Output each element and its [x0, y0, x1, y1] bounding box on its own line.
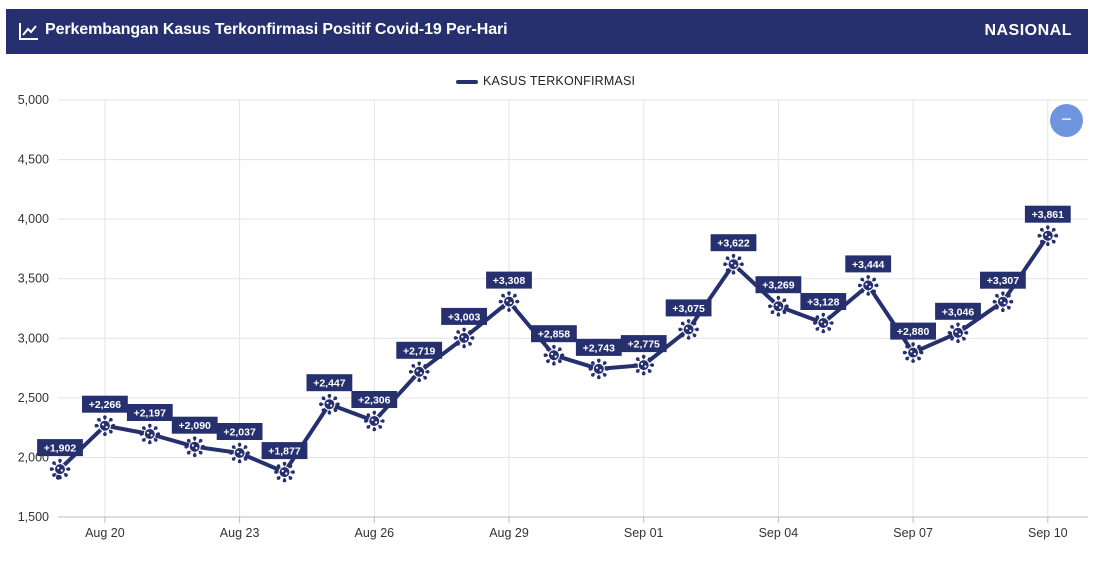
data-label: +2,037 — [216, 423, 263, 440]
data-label: +2,447 — [306, 374, 353, 392]
y-tick-label: 3,000 — [18, 331, 49, 345]
virus-marker[interactable] — [498, 291, 520, 312]
data-label-text: +2,743 — [583, 342, 616, 354]
data-label-text: +3,269 — [762, 280, 795, 292]
virus-marker[interactable] — [947, 322, 969, 344]
data-label: +3,622 — [710, 234, 757, 252]
chart-title: Perkembangan Kasus Terkonfirmasi Positif… — [45, 21, 508, 38]
x-axis: Aug 20 Aug 23 Aug 26 Aug 29 Sep 01 Sep 04 Sep … — [58, 516, 1088, 540]
data-label: +3,128 — [800, 293, 847, 310]
virus-marker[interactable] — [229, 442, 250, 464]
virus-marker[interactable] — [902, 342, 924, 363]
data-label-text: +1,877 — [268, 446, 301, 458]
virus-marker[interactable] — [319, 393, 340, 415]
virus-marker[interactable] — [139, 423, 161, 445]
legend-swatch — [456, 80, 478, 84]
virus-marker[interactable] — [588, 358, 610, 380]
data-label: +3,444 — [845, 255, 892, 273]
data-label-text: +2,306 — [358, 395, 391, 407]
data-label-text: +3,861 — [1032, 209, 1065, 221]
chart-grid — [58, 99, 1088, 518]
data-label: +2,719 — [396, 341, 443, 359]
data-label-text: +3,128 — [807, 297, 840, 309]
data-label: +2,266 — [82, 395, 128, 413]
line-chart-icon — [19, 23, 38, 40]
region-label: NASIONAL — [984, 22, 1072, 39]
y-tick-label: 4,000 — [18, 212, 49, 226]
data-label-text: +3,308 — [493, 275, 526, 287]
data-label: +3,075 — [665, 299, 712, 317]
data-label: +2,306 — [351, 391, 398, 408]
legend-label: KASUS TERKONFIRMASI — [483, 74, 636, 88]
virus-marker[interactable] — [94, 415, 116, 436]
virus-marker[interactable] — [364, 410, 385, 432]
zoom-out-button[interactable]: − — [1050, 104, 1083, 137]
data-label: +2,858 — [531, 325, 577, 343]
data-label-text: +3,003 — [448, 311, 481, 323]
data-markers — [49, 225, 1059, 483]
y-tick-label: 3,500 — [18, 272, 49, 286]
data-label-text: +2,197 — [134, 408, 167, 420]
virus-marker[interactable] — [1037, 225, 1059, 246]
data-label-text: +3,307 — [987, 275, 1020, 287]
virus-marker[interactable] — [543, 344, 565, 366]
x-tick-label: Aug 20 — [85, 526, 125, 540]
y-tick-label: 2,500 — [18, 391, 49, 405]
x-tick-label: Sep 01 — [624, 526, 664, 540]
data-label-text: +3,444 — [852, 259, 885, 271]
virus-marker[interactable] — [813, 312, 834, 334]
data-label: +3,861 — [1024, 205, 1071, 223]
virus-marker[interactable] — [723, 253, 744, 275]
data-label: +3,308 — [486, 271, 532, 289]
virus-marker[interactable] — [992, 291, 1014, 312]
virus-marker[interactable] — [184, 436, 205, 457]
y-tick-label: 4,500 — [18, 153, 49, 167]
virus-marker[interactable] — [768, 295, 789, 317]
data-label: +3,269 — [755, 276, 802, 294]
data-label-text: +3,622 — [717, 238, 750, 250]
virus-marker[interactable] — [678, 319, 699, 340]
y-tick-label: 1,500 — [18, 510, 49, 524]
virus-marker[interactable] — [633, 354, 654, 376]
x-tick-label: Aug 23 — [220, 526, 260, 540]
x-tick-label: Aug 29 — [489, 526, 529, 540]
virus-marker[interactable] — [408, 361, 430, 383]
data-label: +3,003 — [441, 307, 487, 325]
x-tick-label: Aug 26 — [354, 526, 394, 540]
data-label: +2,775 — [620, 335, 667, 353]
data-label-text: +3,046 — [942, 306, 975, 318]
y-tick-label: 5,000 — [18, 93, 49, 107]
data-label-text: +2,775 — [627, 339, 660, 351]
data-label-text: +1,902 — [44, 443, 77, 455]
data-label-text: +2,090 — [178, 420, 211, 432]
chart-header: Perkembangan Kasus Terkonfirmasi Positif… — [6, 9, 1088, 54]
x-tick-label: Sep 07 — [893, 526, 933, 540]
data-label: +2,743 — [575, 338, 622, 356]
virus-marker[interactable] — [453, 327, 475, 349]
data-label-text: +2,447 — [313, 378, 346, 390]
virus-marker[interactable] — [274, 461, 295, 483]
data-label-text: +2,719 — [403, 345, 436, 357]
minus-icon: − — [1061, 109, 1072, 129]
data-label-text: +2,037 — [223, 427, 256, 439]
x-tick-label: Sep 10 — [1028, 526, 1068, 540]
data-label: +2,880 — [890, 322, 936, 340]
data-label: +3,046 — [935, 302, 981, 320]
data-label: +2,197 — [126, 404, 173, 421]
data-label: +1,877 — [261, 442, 308, 460]
data-label: +2,090 — [171, 416, 218, 434]
x-tick-label: Sep 04 — [759, 526, 799, 540]
data-label-text: +2,858 — [538, 329, 571, 341]
data-labels: +1,902 +2,266 +2,197 +2,090 +2,037 +1,877 +2,4… — [37, 205, 1071, 460]
data-label-text: +2,880 — [897, 326, 930, 338]
data-label: +1,902 — [37, 439, 83, 457]
virus-marker[interactable] — [49, 458, 71, 480]
data-label-text: +2,266 — [89, 399, 122, 411]
data-label-text: +3,075 — [672, 303, 705, 315]
data-label: +3,307 — [980, 271, 1026, 289]
virus-marker[interactable] — [857, 275, 879, 296]
